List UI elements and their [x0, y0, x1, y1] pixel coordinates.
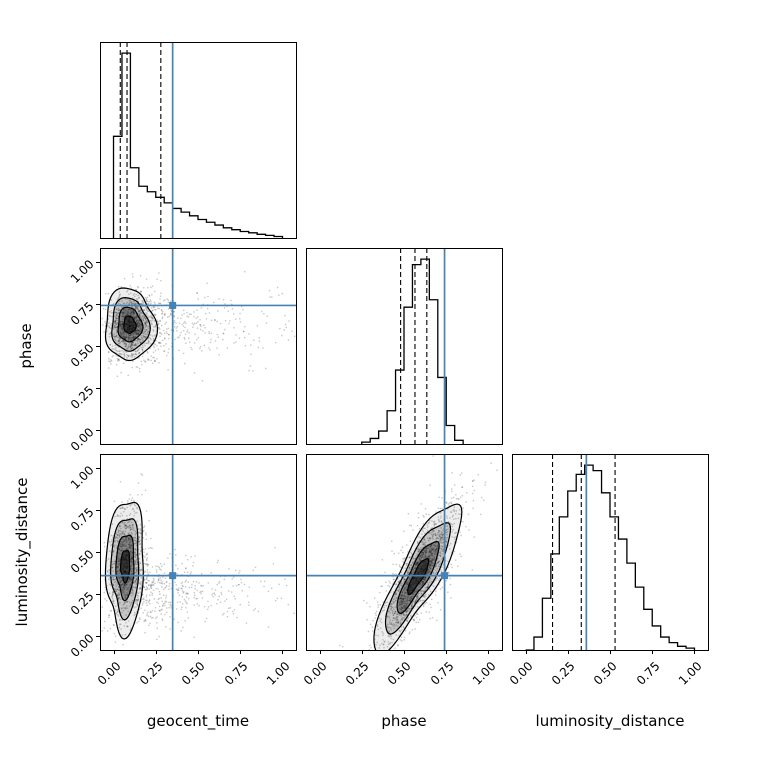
- x-axis-title-phase: phase: [381, 712, 427, 730]
- y-axis-title-phase: phase: [17, 323, 35, 369]
- y-axis-title-luminosity-distance: luminosity_distance: [13, 477, 31, 627]
- x-axis-title-geocent-time: geocent_time: [146, 712, 250, 730]
- x-axis-title-luminosity-distance: luminosity_distance: [535, 712, 685, 730]
